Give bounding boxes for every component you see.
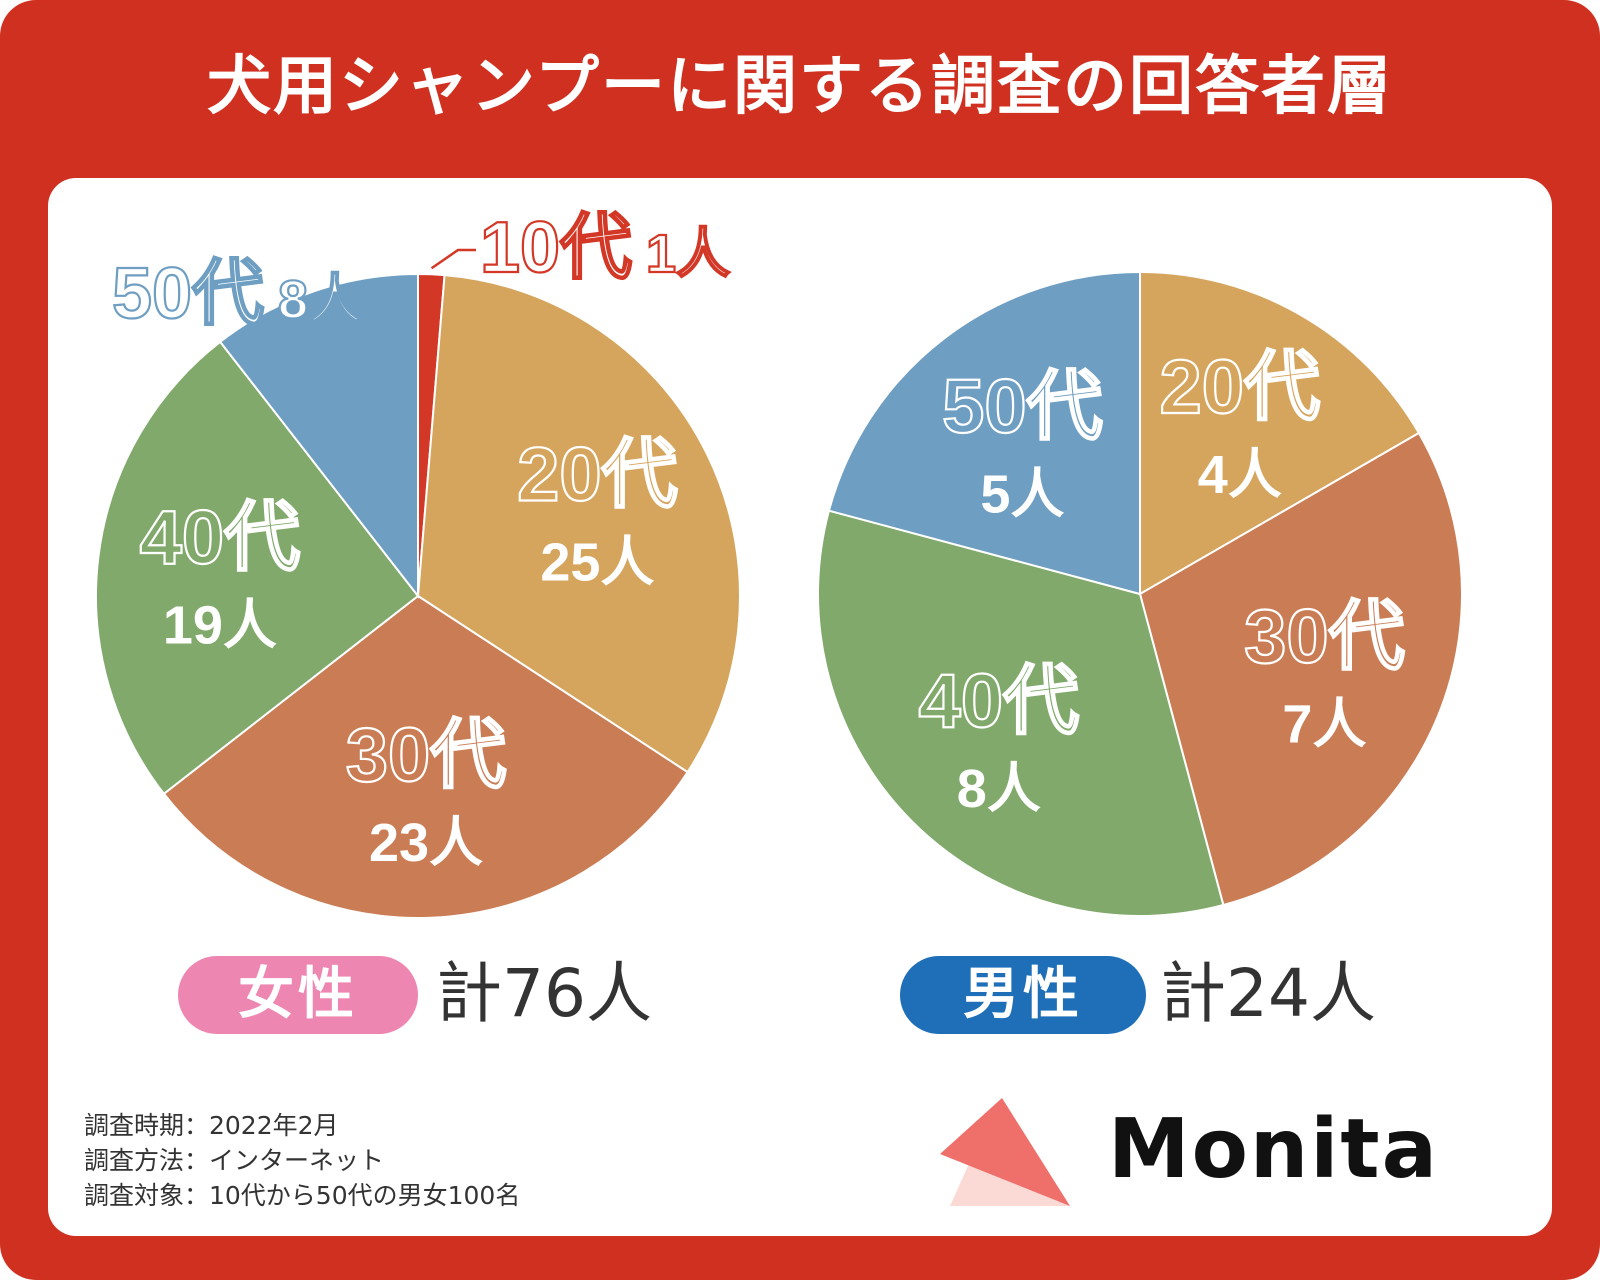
pie1-slice-2 [817, 509, 1225, 917]
note-period: 調査時期：2022年2月 [84, 1111, 339, 1140]
pie1-count-0: 4人 [1198, 445, 1282, 505]
monita-logo-text: Monita [1108, 1102, 1439, 1197]
pie0-count-50: 8人 [278, 270, 362, 330]
pie0-slice-4 [218, 272, 419, 599]
pie1-count-2: 8人 [957, 759, 1041, 819]
pie0-slice-3 [95, 340, 420, 796]
pie1-slice-0 [1139, 270, 1421, 596]
chart-panel: 10代 1人 20代 25人 30代 23人 40代 19人 50代 8人 20代 4人 30代 7人 40… [48, 178, 1552, 1236]
pie0-label-3: 40代 [140, 495, 301, 580]
pie0-label-10: 10代 [480, 208, 632, 288]
pie1-slice-3 [827, 270, 1141, 596]
pie1-slice-1 [1138, 431, 1463, 907]
female-total: 計76人 [436, 955, 652, 1032]
pie0-slice-2 [162, 594, 689, 919]
pie0-count-1: 25人 [540, 532, 654, 592]
pie1-label-0: 20代 [1160, 345, 1321, 430]
pie0-label-50: 50代 [112, 254, 264, 334]
pie1-label-3: 50代 [942, 365, 1103, 450]
pie1-count-3: 5人 [980, 465, 1064, 525]
pie0-leader-10 [430, 248, 476, 270]
male-total: 計24人 [1160, 955, 1376, 1032]
pie0-count-2: 23人 [369, 813, 483, 873]
note-method: 調査方法：インターネット [84, 1146, 385, 1175]
pie0-count-10: 1人 [646, 224, 730, 284]
pie1-label-1: 30代 [1244, 594, 1405, 679]
pie0-label-2: 30代 [346, 713, 507, 798]
note-target: 調査対象：10代から50代の男女100名 [84, 1181, 521, 1210]
page-title: 犬用シャンプーに関する調査の回答者層 [206, 50, 1394, 124]
pie1-count-1: 7人 [1282, 694, 1366, 754]
logo-front-triangle [940, 1098, 1070, 1206]
pie0-label-1: 20代 [517, 432, 678, 517]
pie0-count-3: 19人 [163, 595, 277, 655]
male-pill: 男性 [900, 956, 1146, 1034]
female-pill: 女性 [178, 956, 418, 1034]
pie1-label-2: 40代 [919, 659, 1080, 744]
monita-logo-icon [940, 1098, 1070, 1206]
survey-notes: 調査時期：2022年2月 調査方法：インターネット 調査対象：10代から50代の… [84, 1108, 520, 1213]
